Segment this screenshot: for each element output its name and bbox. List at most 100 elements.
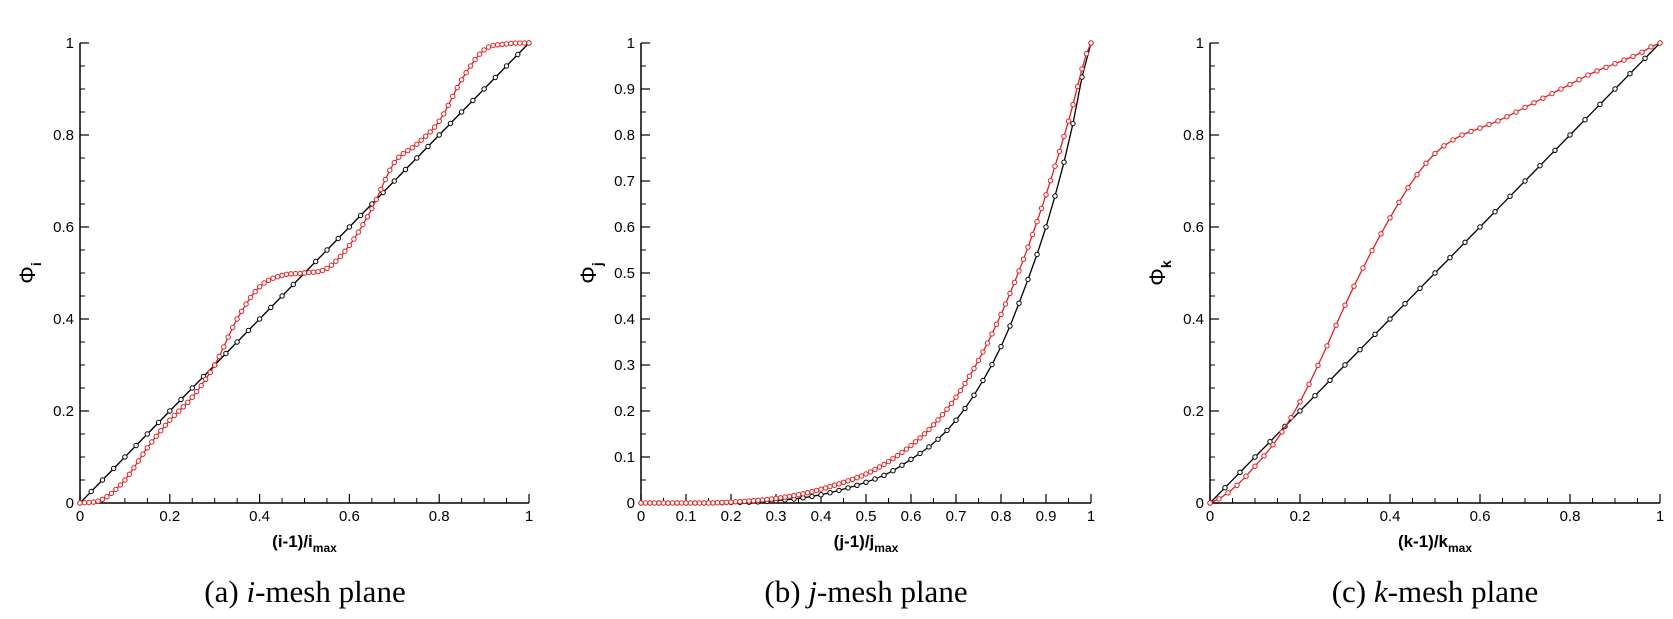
series-point [492,74,498,81]
x-tick-label: 0.4 [1380,508,1401,525]
series-point [1585,72,1591,78]
series-point [162,422,169,429]
series-point [1594,68,1600,74]
series-point [948,400,955,407]
series-point [274,274,281,280]
y-tick-label: 0.6 [614,219,635,236]
series-point [674,500,680,506]
series-point [310,269,317,275]
series-point [1074,83,1081,90]
series-point [346,242,353,249]
x-tick-label: 1 [1087,508,1095,525]
series-point [818,492,824,498]
series-point [1007,290,1013,297]
x-tick-label: 0 [637,508,645,525]
series-point [447,120,454,127]
series-point [450,93,456,100]
series-point [1486,121,1492,128]
series-point [827,483,833,490]
series-point [1324,343,1330,349]
series-point [926,426,932,433]
series-point [1243,473,1249,479]
series-point [1447,255,1453,261]
series-point [1513,109,1519,115]
series-point [1630,53,1636,60]
series-point [1567,132,1573,138]
series-point [230,324,236,331]
series-point [710,500,716,506]
series-point [876,464,883,470]
series-point [167,417,173,423]
series-point [1504,114,1510,120]
series-point [436,118,442,124]
series-point [773,495,779,502]
series-point [917,435,923,441]
series-point [1052,163,1058,169]
y-tick-label: 0 [1196,495,1204,512]
series-point [1007,323,1013,329]
series-point [357,212,364,219]
series-point [1372,331,1378,337]
x-tick-label: 0.1 [676,508,697,525]
series-point [975,357,982,364]
series-point [746,498,752,504]
series-point [1279,429,1285,435]
series-point [470,97,476,104]
series-point [1531,100,1537,106]
series-point [88,488,94,495]
series-point [335,235,341,242]
series-point [418,137,424,143]
series-point [962,380,968,387]
series-point [342,248,348,254]
series-point [1351,283,1357,289]
y-tick-label: 0.8 [53,127,74,144]
series-point [180,404,187,410]
series-point [319,267,326,274]
series-point [1639,49,1645,55]
series-point [279,293,285,299]
series-point [786,493,793,500]
series-point [1252,463,1258,469]
series-point [1414,172,1420,178]
series-point [971,365,977,372]
series-point [481,86,487,92]
x-tick-label: 0.5 [856,508,877,525]
x-axis-label: (k-1)/kmax [1398,532,1472,555]
series-point [1016,300,1022,306]
series-point [1477,224,1483,230]
series-point [1603,64,1609,71]
series-point [1627,71,1633,77]
series-point [809,493,815,500]
series-point [845,478,851,484]
series-point [1327,377,1333,383]
series-point [1582,117,1588,123]
y-tick-label: 0.4 [1183,311,1204,328]
series-point [494,42,501,48]
series-point [1079,66,1085,72]
series-point [1468,128,1474,135]
series-point [723,499,730,505]
series-point [167,408,173,414]
series-point [111,465,117,472]
x-axis-label: (i-1)/imax [272,532,337,555]
series-point [818,486,824,492]
series-point [333,258,339,264]
series-point [441,111,447,117]
series-point [1537,163,1543,169]
series-point [203,376,209,382]
series-point [795,492,802,498]
series-point [854,475,860,481]
series-point [732,499,739,505]
series-point [247,294,254,301]
series-point [414,141,420,147]
series-line-2 [641,42,1092,504]
series-point [503,41,510,47]
series-point [867,469,874,475]
series-point [234,316,240,322]
series-point [1522,104,1528,111]
y-tick-label: 0.7 [614,173,635,190]
series-point [1597,101,1603,108]
series-point [1297,399,1303,405]
series-point [1083,51,1090,57]
